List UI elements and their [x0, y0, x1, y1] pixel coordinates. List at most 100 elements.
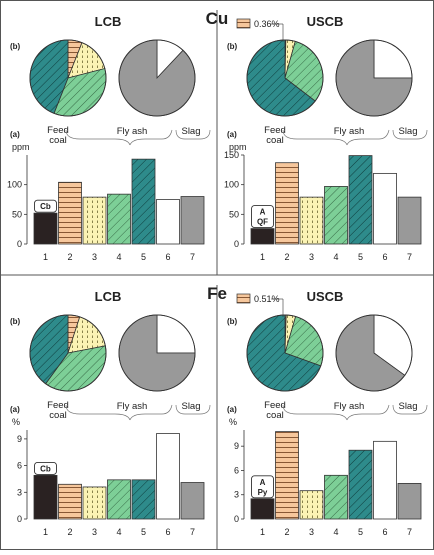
pie-slag-outline: [118, 314, 196, 392]
mineral-badge-label: Cb: [40, 464, 51, 473]
y-tick-label: 100: [7, 180, 22, 190]
y-tick-label: 50: [229, 209, 239, 219]
y-tick-label: 9: [17, 434, 22, 444]
mineral-badge-label: A Py: [258, 478, 268, 497]
bar-4: [107, 193, 131, 245]
mineral-badge: [251, 475, 274, 499]
y-tick-label: 100: [224, 180, 239, 190]
bar-7: [180, 482, 205, 520]
x-tick-label-2: 2: [67, 252, 72, 262]
panel-title-fe-lcb: LCB: [95, 289, 122, 304]
group-label-fly: Fly ash: [117, 401, 148, 412]
bar-5: [131, 158, 156, 245]
panel-cu-uscb: USCB (b) 0.36% (a) ppm Feed coal Fly ash Slag 0 50…: [224, 14, 428, 262]
x-tick-label-6: 6: [382, 252, 387, 262]
y-tick-label: 3: [234, 490, 239, 500]
brace-slag: [392, 404, 428, 415]
pie-fly-outline: [246, 314, 324, 392]
brace-fly-right: [129, 129, 173, 146]
bar-5: [131, 479, 156, 520]
y-tick-label: 0: [17, 514, 22, 524]
x-tick-label-6: 6: [165, 252, 170, 262]
mineral-badge-line: Cb: [40, 202, 51, 211]
bar-1: [250, 228, 275, 245]
x-tick-label-5: 5: [358, 252, 363, 262]
bar-panel-label: (a): [227, 130, 237, 139]
mineral-badge-line: A: [260, 478, 266, 487]
group-label-feed-line: Feed: [264, 400, 286, 411]
pie-fly-outline: [246, 39, 324, 117]
bar-6: [373, 440, 397, 520]
y-unit-label: ppm: [12, 142, 30, 152]
x-tick-label-6: 6: [382, 527, 387, 537]
bar-2: [58, 181, 82, 245]
group-label-slag: Slag: [181, 126, 200, 137]
brace-slag: [392, 129, 428, 140]
x-tick-label-7: 7: [190, 252, 195, 262]
bar-panel-label: (a): [10, 405, 20, 414]
pie-slag-outline: [335, 39, 413, 117]
bar-4: [107, 479, 131, 520]
x-tick-label-3: 3: [309, 252, 314, 262]
group-label-feed-line: Feed: [47, 125, 69, 136]
y-tick-label: 50: [12, 209, 22, 219]
brace-fly-left: [282, 404, 348, 421]
bar-5: [348, 155, 373, 245]
bar-7: [397, 196, 422, 245]
panel-title-cu-lcb: LCB: [95, 14, 122, 29]
group-label-feed: Feed coal: [264, 400, 286, 421]
group-label-feed-line: coal: [266, 135, 283, 146]
y-unit-label: ppm: [229, 142, 247, 152]
bar-6: [373, 172, 397, 245]
group-label-feed-line: coal: [49, 410, 66, 421]
x-tick-label-1: 1: [43, 527, 48, 537]
mineral-badge: [34, 199, 57, 213]
panel-title-cu-uscb: USCB: [307, 14, 344, 29]
tiny-slice-legend-box: [236, 293, 251, 304]
pie-panel-label: (b): [227, 317, 238, 326]
brace-slag: [175, 404, 211, 415]
mineral-badge-line: QF: [257, 218, 268, 227]
y-tick-label: 3: [17, 487, 22, 497]
bar-3: [82, 196, 107, 245]
bar-4: [324, 474, 348, 520]
brace-fly-right: [129, 404, 173, 421]
tiny-slice-legend-box: [236, 18, 251, 29]
bar-7: [397, 482, 422, 520]
brace-fly-left: [65, 129, 131, 146]
pie-slag-slice-6: [373, 39, 413, 79]
group-label-feed-line: Feed: [264, 125, 286, 136]
bar-5: [348, 449, 373, 520]
x-tick-label-4: 4: [333, 252, 338, 262]
x-tick-label-7: 7: [407, 252, 412, 262]
tiny-slice-legend-label: 0.36%: [254, 19, 280, 29]
x-tick-label-1: 1: [260, 527, 265, 537]
group-label-feed: Feed coal: [47, 125, 69, 146]
x-tick-label-6: 6: [165, 527, 170, 537]
x-tick-label-5: 5: [141, 252, 146, 262]
bar-2: [275, 162, 299, 245]
x-tick-label-7: 7: [407, 527, 412, 537]
mineral-badge-label: A QF: [257, 208, 268, 227]
bar-7: [180, 196, 205, 245]
x-tick-label-2: 2: [284, 527, 289, 537]
x-tick-label-3: 3: [92, 527, 97, 537]
pie-panel-label: (b): [10, 317, 21, 326]
pie-slag-outline: [118, 39, 196, 117]
bar-1: [33, 474, 58, 520]
x-tick-label-3: 3: [309, 527, 314, 537]
bar-1: [33, 212, 58, 245]
x-tick-label-4: 4: [116, 527, 121, 537]
y-tick-label: 9: [234, 441, 239, 451]
pie-fly-outline: [29, 314, 107, 392]
mineral-badge: [34, 461, 57, 475]
bar-4: [324, 186, 348, 245]
y-tick-label: 0: [234, 514, 239, 524]
y-unit-label: %: [229, 417, 237, 427]
group-label-slag: Slag: [181, 401, 200, 412]
bar-3: [82, 486, 107, 520]
pie-slag-slice-6: [156, 314, 196, 354]
x-tick-label-1: 1: [260, 252, 265, 262]
